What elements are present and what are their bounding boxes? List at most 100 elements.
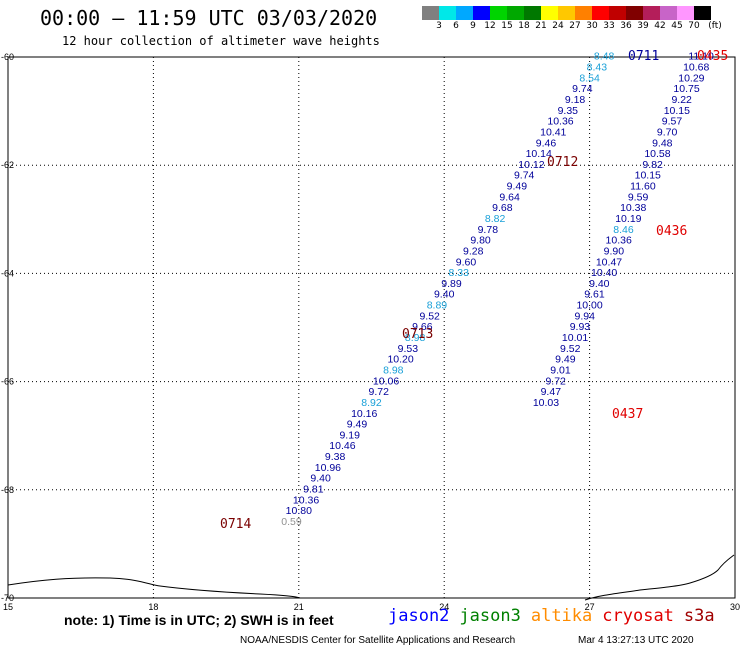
color-scale-label: 42 bbox=[654, 21, 666, 31]
color-swatch bbox=[541, 6, 558, 20]
coastline bbox=[7, 554, 735, 601]
x-tick-label: 21 bbox=[294, 602, 304, 612]
swh-value: 10.16 bbox=[351, 408, 377, 420]
color-swatch bbox=[473, 6, 490, 20]
swh-value: 8.43 bbox=[587, 62, 608, 74]
swh-value: 10.36 bbox=[606, 235, 632, 247]
swh-value: 9.49 bbox=[347, 419, 368, 431]
swh-value: 9.46 bbox=[536, 137, 557, 149]
color-scale-label: (ft) bbox=[708, 21, 722, 31]
color-swatch bbox=[609, 6, 626, 20]
swh-value: 9.59 bbox=[628, 191, 649, 203]
color-scale-label: 39 bbox=[637, 21, 649, 31]
pass-label-0712: 0712 bbox=[547, 155, 578, 170]
color-scale-bar bbox=[422, 6, 711, 20]
swh-value: 10.41 bbox=[540, 126, 566, 138]
y-tick-label: -62 bbox=[1, 160, 14, 170]
color-scale-label: 33 bbox=[603, 21, 615, 31]
swh-value: 8.89 bbox=[427, 300, 448, 312]
swh-value: 9.61 bbox=[584, 289, 605, 301]
color-swatch bbox=[660, 6, 677, 20]
swh-value: 10.36 bbox=[293, 494, 319, 506]
swh-value: 9.70 bbox=[657, 126, 678, 138]
color-scale-label: 12 bbox=[484, 21, 496, 31]
color-swatch bbox=[507, 6, 524, 20]
swh-value: 10.15 bbox=[635, 170, 661, 182]
color-scale-label: 30 bbox=[586, 21, 598, 31]
swh-value: 8.98 bbox=[405, 332, 426, 344]
swh-value: 9.93 bbox=[570, 321, 591, 333]
swh-value: 9.64 bbox=[499, 191, 520, 203]
color-swatch bbox=[422, 6, 439, 20]
swh-value: 9.53 bbox=[398, 343, 419, 355]
color-scale-label: 21 bbox=[535, 21, 547, 31]
swh-value: 10.14 bbox=[526, 148, 552, 160]
swh-value: 9.66 bbox=[412, 321, 433, 333]
footnote: note: 1) Time is in UTC; 2) SWH is in fe… bbox=[64, 612, 334, 628]
color-swatch bbox=[490, 6, 507, 20]
color-swatch bbox=[439, 6, 456, 20]
color-swatch bbox=[524, 6, 541, 20]
swh-value: 9.18 bbox=[565, 94, 586, 106]
color-swatch bbox=[592, 6, 609, 20]
color-swatch bbox=[558, 6, 575, 20]
legend-jason3: jason3 bbox=[459, 606, 521, 626]
swh-value: 10.06 bbox=[373, 375, 399, 387]
swh-value: 11.10 bbox=[688, 51, 714, 63]
swh-value: 9.47 bbox=[541, 386, 562, 398]
credit-line: NOAA/NESDIS Center for Satellite Applica… bbox=[240, 635, 516, 646]
swh-value: 9.72 bbox=[369, 386, 390, 398]
swh-value: 9.48 bbox=[652, 137, 673, 149]
y-tick-label: -70 bbox=[1, 593, 14, 603]
swh-value: 9.94 bbox=[575, 310, 596, 322]
swh-value: 9.72 bbox=[545, 375, 566, 387]
swh-value: 9.57 bbox=[662, 116, 683, 128]
pass-label-0713: 0713 bbox=[402, 327, 433, 342]
color-swatch bbox=[626, 6, 643, 20]
swh-value: 9.22 bbox=[671, 94, 692, 106]
x-tick-label: 18 bbox=[148, 602, 158, 612]
swh-value: 10.96 bbox=[315, 462, 341, 474]
swh-value: 9.40 bbox=[310, 473, 331, 485]
swh-value: 10.58 bbox=[644, 148, 670, 160]
swh-value: 10.20 bbox=[387, 354, 413, 366]
y-tick-label: -66 bbox=[1, 377, 14, 387]
color-scale-label: 18 bbox=[518, 21, 530, 31]
swh-value: 9.90 bbox=[604, 245, 625, 257]
x-tick-label: 15 bbox=[3, 602, 13, 612]
swh-value: 10.68 bbox=[683, 62, 709, 74]
legend-altika: altika bbox=[530, 606, 593, 626]
legend-jason2: jason2 bbox=[388, 606, 450, 626]
swh-value: 9.01 bbox=[550, 364, 571, 376]
coastline-line bbox=[7, 554, 735, 601]
swh-value: 9.81 bbox=[303, 484, 324, 496]
color-swatch bbox=[643, 6, 660, 20]
swh-value: 10.03 bbox=[533, 397, 559, 409]
swh-value: 8.54 bbox=[579, 72, 600, 84]
swh-value: 9.49 bbox=[555, 354, 576, 366]
swh-value: 9.28 bbox=[463, 245, 484, 257]
color-swatch bbox=[694, 6, 711, 20]
legend-s3a: s3a bbox=[683, 606, 715, 626]
color-scale-labels: 3 6 9 12 15 18 21 24 27 30 33 36 39 42 45 70 (ft) bbox=[422, 21, 740, 33]
color-scale-label: 9 bbox=[470, 21, 476, 31]
pass-label-0437: 0437 bbox=[612, 407, 643, 422]
swh-value: 0.59 bbox=[281, 516, 302, 528]
color-scale-label: 15 bbox=[501, 21, 513, 31]
map-title: 00:00 – 11:59 UTC 03/03/2020 bbox=[40, 6, 378, 30]
swh-value: 8.33 bbox=[449, 267, 470, 279]
swh-value: 10.12 bbox=[518, 159, 544, 171]
swh-value: 9.49 bbox=[507, 181, 528, 193]
y-tick-label: -64 bbox=[1, 268, 14, 278]
color-scale-label: 27 bbox=[569, 21, 581, 31]
swh-value: 8.46 bbox=[613, 224, 634, 236]
map-frame bbox=[7, 56, 736, 599]
swh-value: 9.89 bbox=[441, 278, 462, 290]
swh-value: 9.74 bbox=[514, 170, 535, 182]
pass-label-0435: 0435 bbox=[697, 49, 728, 64]
swh-value: 8.98 bbox=[383, 364, 404, 376]
swh-value: 9.52 bbox=[560, 343, 581, 355]
swh-value: 10.01 bbox=[562, 332, 588, 344]
swh-value: 9.60 bbox=[456, 256, 477, 268]
swh-value: 9.68 bbox=[492, 202, 513, 214]
